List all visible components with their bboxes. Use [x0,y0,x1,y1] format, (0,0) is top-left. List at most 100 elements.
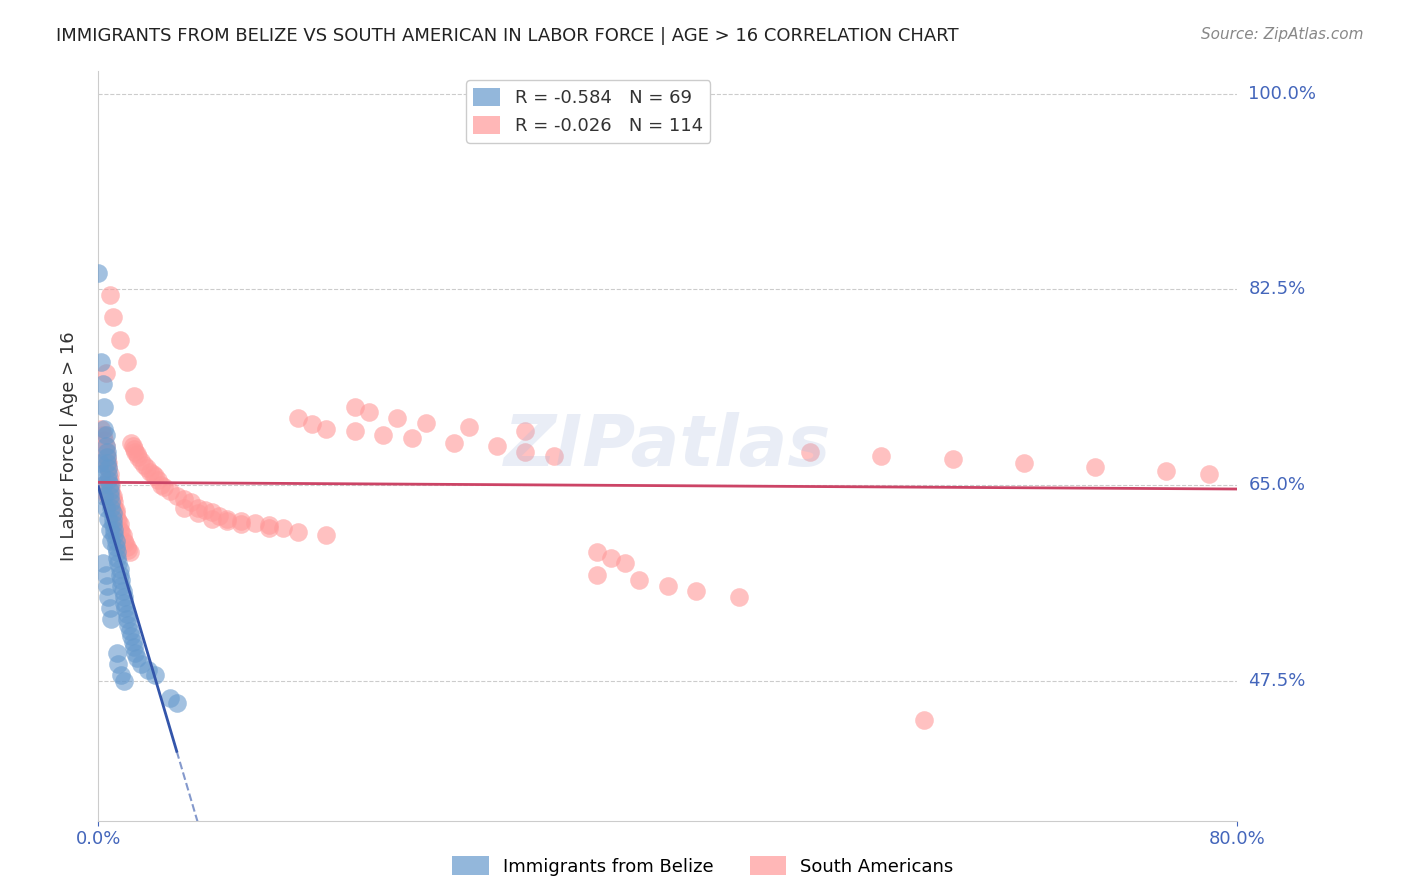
Point [112,673,135,688]
Point [98,478,121,492]
Text: 82.5%: 82.5% [1249,280,1306,299]
Point [148,473,170,487]
Point [125,447,148,461]
Point [93,400,115,414]
Point [101,310,124,325]
Point [104,540,127,554]
Point [96,450,118,465]
Point [98,288,121,302]
Point [94,367,117,381]
Text: 65.0%: 65.0% [1249,476,1305,494]
Point [122,389,145,403]
Legend: Immigrants from Belize, South Americans: Immigrants from Belize, South Americans [446,849,960,883]
Point [301,417,323,431]
Point [108,333,131,347]
Point [373,427,395,442]
Point [97,467,120,481]
Point [486,439,509,453]
Point [103,500,125,515]
Point [315,528,337,542]
Point [97,511,120,525]
Point [97,456,120,470]
Point [96,444,118,458]
Point [543,449,565,463]
Point [98,473,121,487]
Point [457,420,479,434]
Point [259,518,281,533]
Point [93,422,115,436]
Point [287,411,309,425]
Point [96,450,118,465]
Point [187,500,209,515]
Point [799,444,821,458]
Point [100,534,122,549]
Point [121,439,143,453]
Point [91,557,114,571]
Point [101,511,124,525]
Point [101,517,124,532]
Point [443,435,465,450]
Point [115,607,138,621]
Point [100,500,122,515]
Y-axis label: In Labor Force | Age > 16: In Labor Force | Age > 16 [59,331,77,561]
Point [105,646,128,660]
Point [153,480,176,494]
Point [122,640,145,655]
Text: 47.5%: 47.5% [1249,672,1306,690]
Point [628,573,651,587]
Point [138,465,160,479]
Point [89,456,111,470]
Point [101,489,124,503]
Point [115,612,138,626]
Point [515,425,537,439]
Point [115,540,138,554]
Point [187,506,209,520]
Point [159,690,181,705]
Text: IMMIGRANTS FROM BELIZE VS SOUTH AMERICAN IN LABOR FORCE | AGE > 16 CORRELATION C: IMMIGRANTS FROM BELIZE VS SOUTH AMERICAN… [56,27,959,45]
Point [105,511,128,525]
Point [912,713,935,727]
Point [96,579,118,593]
Point [100,495,122,509]
Point [94,567,117,582]
Point [105,545,128,559]
Point [90,467,112,481]
Point [103,495,125,509]
Point [136,663,159,677]
Point [104,502,127,516]
Point [194,502,217,516]
Point [387,411,409,425]
Point [145,469,167,483]
Point [127,450,149,465]
Point [124,646,146,660]
Point [97,473,120,487]
Point [90,355,112,369]
Point [94,444,117,458]
Point [166,696,188,710]
Point [585,567,607,582]
Point [870,449,893,463]
Point [121,634,143,648]
Point [100,478,122,492]
Point [728,590,751,604]
Text: 100.0%: 100.0% [1249,85,1316,103]
Point [98,601,121,615]
Point [96,456,118,470]
Point [94,427,117,442]
Point [287,525,309,540]
Point [166,489,188,503]
Point [100,495,122,509]
Point [97,461,120,475]
Point [94,439,117,453]
Point [91,427,114,442]
Point [120,435,142,450]
Point [96,456,118,470]
Point [343,425,366,439]
Point [117,618,139,632]
Point [159,483,181,498]
Point [91,377,114,392]
Point [243,516,266,531]
Point [110,525,132,540]
Point [98,467,121,481]
Point [129,657,152,671]
